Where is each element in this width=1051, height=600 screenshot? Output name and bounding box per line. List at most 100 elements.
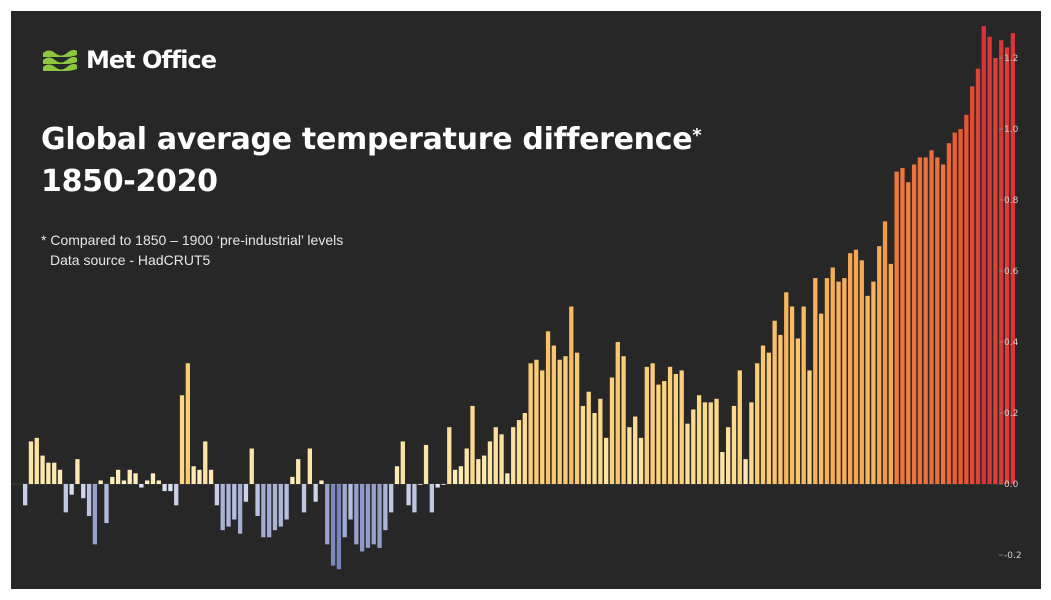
bar-1980 [778, 334, 783, 484]
bar-1992 [848, 253, 853, 484]
bar-1859 [75, 459, 80, 484]
bar-1900 [313, 484, 318, 502]
bar-1942 [557, 359, 562, 484]
bar-1970 [720, 452, 725, 484]
bar-1935 [516, 420, 522, 484]
bar-1940 [545, 331, 551, 484]
bar-1921 [435, 484, 440, 488]
bar-2011 [958, 129, 963, 484]
bar-1951 [609, 377, 615, 484]
bar-1867 [121, 480, 127, 484]
title-footnote-marker: * [692, 125, 702, 146]
bar-1998 [882, 221, 888, 485]
bar-1997 [877, 246, 882, 484]
title-line-2: 1850-2020 [41, 164, 218, 199]
bar-1856 [57, 469, 63, 484]
y-tick-label: 0.8 [1004, 196, 1019, 206]
bar-1915 [400, 441, 405, 484]
bar-1941 [551, 345, 557, 484]
bar-1961 [667, 366, 673, 484]
bar-1931 [493, 427, 498, 484]
bar-1909 [365, 484, 371, 548]
bar-1934 [511, 427, 516, 484]
bar-1975 [749, 402, 754, 484]
bar-1887 [237, 484, 243, 534]
bar-1905 [342, 484, 347, 538]
bar-1955 [633, 416, 638, 484]
bar-1861 [86, 484, 92, 516]
chart-panel: -0.2 0.0 0.2 0.4 0.6 0.8 1.0 1.2 Met Office Glo… [11, 11, 1041, 589]
bar-2009 [946, 143, 952, 484]
bar-1953 [621, 356, 626, 484]
bar-1873 [156, 480, 161, 484]
bar-1857 [63, 484, 68, 513]
title-line-1: Global average temperature difference [41, 122, 693, 157]
bar-1884 [220, 484, 225, 531]
bar-1967 [702, 402, 708, 484]
bar-1996 [871, 281, 876, 484]
bar-1903 [330, 484, 336, 566]
bar-1983 [795, 338, 801, 484]
bar-1880 [197, 469, 202, 484]
bar-1993 [853, 249, 859, 484]
bar-2019 [1004, 47, 1010, 484]
bar-1912 [383, 484, 388, 531]
bar-1898 [301, 484, 307, 513]
bar-1958 [650, 363, 655, 484]
bar-1866 [115, 469, 121, 484]
bar-2016 [987, 36, 992, 484]
bar-1853 [40, 455, 45, 484]
bar-1851 [28, 441, 34, 484]
bar-1862 [92, 484, 98, 545]
bar-1883 [214, 484, 220, 506]
bar-1923 [447, 427, 452, 484]
bar-1927 [470, 405, 475, 484]
bar-1944 [569, 306, 574, 484]
bar-2004 [917, 157, 923, 484]
bar-2017 [993, 58, 998, 484]
bar-1966 [696, 395, 702, 484]
bar-1877 [179, 395, 185, 484]
bar-2018 [999, 40, 1004, 484]
bar-1994 [859, 260, 864, 484]
y-tick-label: 0.2 [1004, 409, 1018, 419]
bar-1943 [563, 356, 568, 484]
bar-1868 [127, 469, 132, 484]
bar-1881 [203, 441, 208, 484]
bar-1954 [627, 427, 632, 484]
bar-1932 [499, 434, 504, 484]
bar-1894 [278, 484, 283, 527]
bar-1863 [98, 480, 103, 484]
bar-1939 [540, 370, 545, 484]
bar-1872 [150, 473, 156, 484]
bar-1968 [708, 402, 713, 484]
bar-1973 [737, 370, 742, 484]
bar-1922 [441, 484, 446, 485]
bar-1929 [481, 455, 487, 484]
bar-1892 [267, 484, 272, 538]
logo-text: Met Office [86, 46, 217, 74]
bar-1852 [34, 437, 39, 484]
bar-1945 [574, 352, 580, 484]
bar-1965 [691, 409, 696, 484]
y-tick-label: 1.2 [1004, 54, 1018, 64]
bar-1928 [476, 459, 481, 484]
bar-1896 [290, 476, 295, 484]
data-source-text: Data source - HadCRUT5 [50, 252, 211, 268]
met-office-swirl-icon [43, 49, 77, 71]
bar-1991 [842, 278, 847, 484]
bar-2010 [952, 132, 957, 485]
bar-2008 [940, 164, 946, 484]
bar-1959 [656, 384, 661, 484]
bar-1920 [429, 484, 434, 513]
bar-1882 [208, 469, 214, 484]
bar-2002 [906, 182, 911, 484]
bar-1926 [464, 448, 469, 484]
y-tick-label: -0.2 [1004, 551, 1022, 561]
bar-1937 [528, 363, 533, 484]
bar-2001 [900, 168, 905, 485]
bar-1930 [487, 441, 493, 484]
bar-1984 [801, 306, 806, 484]
bar-1899 [307, 448, 312, 484]
bar-1893 [272, 484, 278, 531]
